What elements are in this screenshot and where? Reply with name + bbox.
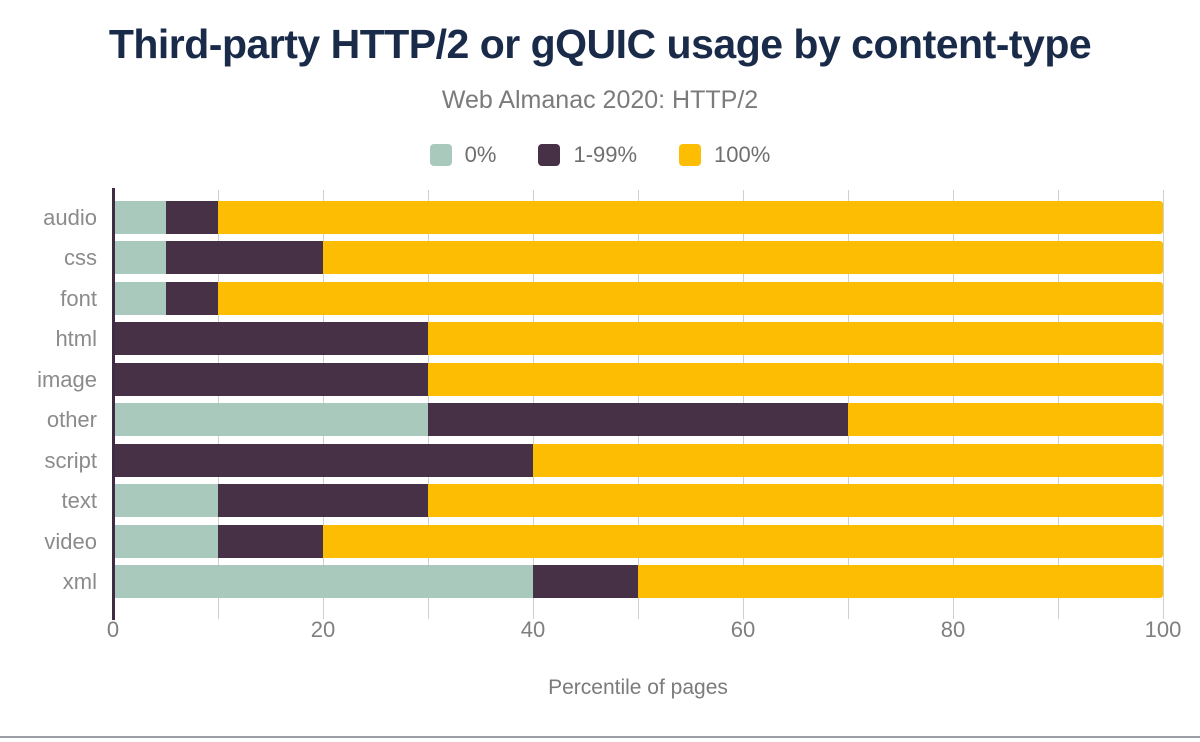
y-axis-line: [112, 188, 115, 620]
stacked-bar: [113, 201, 1163, 234]
x-tick-label: 40: [520, 617, 546, 642]
x-axis-tick-labels: 0 20 40 60 80 100: [107, 617, 1181, 645]
plot-area: audio css font html image other script text vide…: [37, 188, 1164, 620]
chart-subtitle: Web Almanac 2020: HTTP/2: [441, 86, 759, 114]
bar-segment-1-99%: [533, 564, 638, 598]
gridline: [1162, 190, 1164, 619]
bar-segment-0%: [113, 403, 428, 437]
bar-segment-100%: [428, 484, 1163, 518]
legend-item: 100%: [679, 142, 770, 168]
category-label: xml: [62, 568, 97, 594]
bar-segment-0%: [113, 564, 533, 598]
stacked-bar: [113, 484, 1163, 518]
bar-segment-100%: [323, 241, 1163, 275]
legend-swatch: [538, 144, 561, 166]
bar-rows: audio css font html image other script text vide…: [37, 190, 1163, 612]
legend-label: 1-99%: [573, 142, 638, 167]
bar-row-xml: xml: [63, 564, 1163, 598]
category-label: image: [37, 366, 97, 392]
legend-item: 1-99%: [538, 142, 637, 168]
bar-row-html: html: [55, 322, 1163, 356]
bar-segment-1-99%: [113, 443, 533, 477]
stacked-bar: [113, 281, 1163, 315]
bar-segment-100%: [848, 403, 1163, 437]
category-label: other: [46, 407, 97, 433]
footer-divider: [0, 736, 1200, 738]
bar-segment-100%: [428, 322, 1163, 356]
x-tick-label: 80: [940, 617, 966, 642]
bar-row-script: script: [44, 443, 1163, 477]
legend-swatch: [429, 144, 452, 166]
legend-label: 0%: [464, 142, 497, 167]
stacked-bar: [113, 524, 1163, 558]
category-label: font: [60, 285, 97, 311]
bar-segment-100%: [218, 281, 1163, 315]
bar-segment-0%: [113, 241, 166, 275]
chart-title: Third-party HTTP/2 or gQUIC usage by con…: [108, 21, 1092, 67]
stacked-bar: [113, 322, 1163, 356]
category-label: css: [64, 245, 97, 271]
bar-segment-0%: [113, 524, 218, 558]
bar-segment-100%: [533, 443, 1163, 477]
stacked-bar: [113, 443, 1163, 477]
bar-row-other: other: [47, 403, 1163, 437]
category-label: audio: [43, 205, 97, 230]
bar-segment-100%: [638, 564, 1163, 598]
category-label: video: [44, 528, 97, 554]
bar-segment-100%: [323, 524, 1163, 558]
legend-swatch: [679, 144, 702, 166]
x-tick-label: 0: [106, 617, 120, 642]
bar-row-css: css: [64, 241, 1163, 275]
stacked-bar: [113, 564, 1163, 598]
bar-row-text: text: [62, 484, 1163, 518]
bar-row-image: image: [37, 362, 1163, 396]
bar-segment-0%: [113, 201, 166, 234]
legend-item: 0%: [429, 142, 497, 168]
x-tick-label: 100: [1144, 617, 1182, 642]
bar-segment-100%: [218, 201, 1163, 234]
stacked-bar: [113, 362, 1163, 396]
category-label: script: [44, 447, 97, 473]
bar-segment-1-99%: [218, 484, 428, 518]
bar-segment-0%: [113, 281, 166, 315]
x-tick-label: 20: [310, 617, 336, 642]
bar-segment-1-99%: [165, 241, 323, 275]
bar-segment-0%: [113, 484, 218, 518]
bar-segment-100%: [428, 362, 1163, 396]
x-tick-label: 60: [730, 617, 756, 642]
bar-segment-1-99%: [113, 362, 428, 396]
category-label: html: [55, 326, 97, 352]
x-axis-title: Percentile of pages: [548, 676, 728, 699]
stacked-bar: [113, 241, 1163, 275]
category-label: text: [61, 488, 97, 514]
stacked-bar: [113, 403, 1163, 437]
bar-row-video: video: [44, 524, 1163, 558]
bar-segment-1-99%: [165, 281, 218, 315]
bar-row-font: font: [60, 281, 1163, 315]
bar-segment-1-99%: [113, 322, 428, 356]
bar-segment-1-99%: [218, 524, 323, 558]
bar-segment-1-99%: [165, 201, 218, 234]
legend-label: 100%: [714, 142, 771, 167]
bar-segment-1-99%: [428, 403, 848, 437]
legend: 0% 1-99% 100%: [0, 142, 1200, 168]
bar-row-audio: audio: [43, 201, 1163, 234]
